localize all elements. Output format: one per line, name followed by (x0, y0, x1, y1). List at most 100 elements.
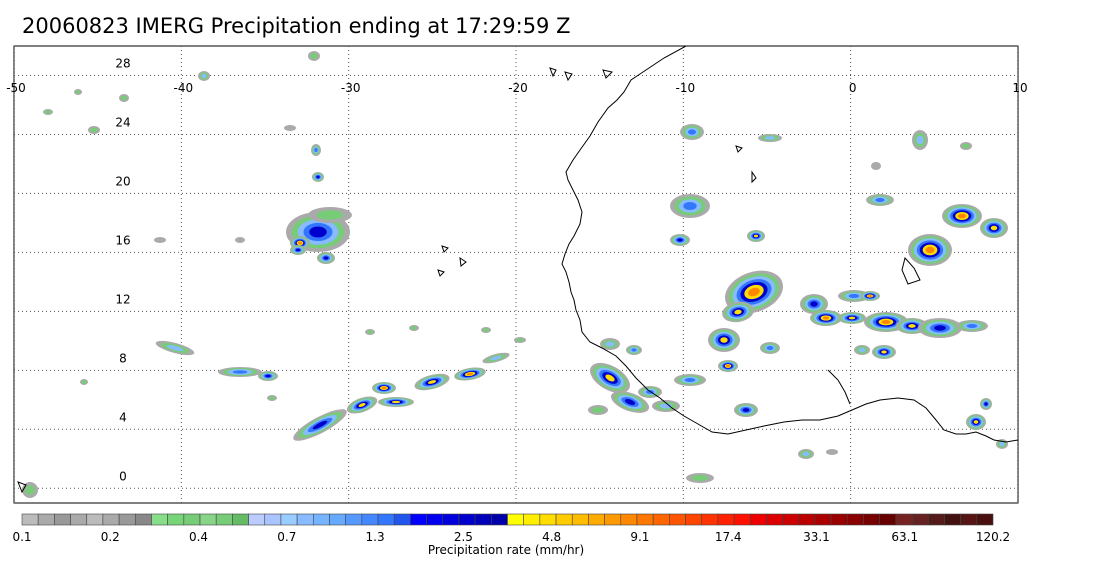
colorbar-swatch (749, 513, 767, 526)
precip-cell (826, 449, 838, 455)
colorbar-swatch (539, 513, 557, 526)
colorbar-swatch (620, 513, 638, 526)
precip-cell (956, 320, 988, 332)
colorbar-swatch (426, 513, 444, 526)
colorbar-swatch (960, 513, 978, 526)
gulf-inlet (827, 369, 851, 405)
precip-cell (908, 234, 952, 266)
precip-cell (872, 345, 896, 359)
colorbar-swatch (944, 513, 961, 526)
colorbar-swatch (442, 513, 460, 526)
precip-cell (758, 134, 782, 142)
colorbar-swatch (54, 513, 71, 526)
precip-cell (119, 94, 129, 102)
colorbar-swatch (151, 513, 168, 526)
precip-cell (372, 382, 396, 394)
precip-cell (198, 71, 210, 81)
colorbar-tick-label: 0.1 (12, 530, 31, 544)
precip-cell (290, 245, 306, 255)
colorbar-swatch (863, 513, 881, 526)
precip-cell (980, 218, 1008, 238)
colorbar-tick-label: 120.2 (976, 530, 1010, 544)
precip-cell (626, 345, 642, 355)
colorbar-swatch (523, 513, 541, 526)
colorbar-swatch (199, 513, 217, 526)
precip-cell (670, 194, 710, 218)
precip-cell (80, 379, 88, 385)
island-a (549, 67, 557, 78)
colorbar-swatch (410, 513, 427, 526)
colorbar-tick-label: 9.1 (630, 530, 649, 544)
precip-cell (674, 374, 706, 386)
colorbar-swatch (232, 513, 249, 526)
precip-cell (482, 352, 510, 364)
map-title: 20060823 IMERG Precipitation ending at 1… (22, 14, 571, 38)
precip-cell (346, 396, 378, 414)
precip-cell (365, 329, 375, 335)
colorbar-swatch (86, 513, 104, 526)
colorbar-swatch (571, 513, 589, 526)
precip-cell (588, 405, 608, 415)
precip-cell (155, 340, 195, 356)
precip-cell (409, 325, 419, 331)
colorbar-label: Precipitation rate (mm/hr) (428, 543, 584, 557)
colorbar-swatch (911, 513, 929, 526)
colorbar-swatch (798, 513, 816, 526)
colorbar-swatch (588, 513, 605, 526)
west-africa-coastline (561, 46, 1018, 443)
colorbar-swatch (296, 513, 314, 526)
colorbar-swatch (280, 513, 298, 526)
precip-cell (414, 373, 450, 391)
precip-cell (912, 130, 928, 150)
colorbar-swatch (555, 513, 573, 526)
colorbar-tick-label: 0.2 (101, 530, 120, 544)
colorbar-swatch (134, 513, 152, 526)
colorbar-swatch (264, 513, 282, 526)
colorbar-swatch (507, 513, 524, 526)
precip-cell (708, 328, 740, 352)
colorbar-swatches (21, 513, 994, 526)
colorbar-swatch (717, 513, 735, 526)
precip-cell (293, 409, 347, 441)
precip-cell (966, 414, 986, 430)
precip-cell (258, 371, 278, 381)
colorbar-tick-label: 0.7 (277, 530, 296, 544)
graticule (14, 46, 1018, 503)
precip-cell (312, 172, 324, 182)
lon-label: -50 (6, 81, 26, 95)
colorbar-swatch (733, 513, 751, 526)
precip-cell (960, 142, 972, 150)
colorbar-swatch (474, 513, 492, 526)
precip-cell (760, 342, 780, 354)
colorbar-swatch (927, 513, 945, 526)
island-g (17, 481, 27, 494)
precipitation-field (22, 51, 1008, 498)
precip-cell (43, 109, 53, 115)
colorbar-swatch (215, 513, 233, 526)
island-f (437, 269, 445, 277)
precip-cell (610, 391, 650, 413)
lat-label: 24 (115, 115, 130, 129)
precip-cell (942, 204, 982, 228)
precip-cell (235, 237, 245, 243)
colorbar-swatch (701, 513, 719, 526)
colorbar-swatch (377, 513, 395, 526)
precip-cell (838, 312, 866, 324)
colorbar-swatch (847, 513, 864, 526)
precip-cell (311, 144, 321, 156)
colorbar-tick-label: 33.1 (803, 530, 830, 544)
precip-cell (600, 338, 620, 350)
precip-cell (154, 237, 166, 243)
colorbar-tick-label: 1.3 (366, 530, 385, 544)
precip-cell (854, 345, 870, 355)
colorbar-swatch (361, 513, 379, 526)
colorbar-swatch (604, 513, 622, 526)
colorbar-swatch (652, 513, 670, 526)
precip-cell (980, 398, 992, 410)
island-i (735, 145, 743, 153)
precip-cell (308, 207, 352, 223)
colorbar-swatch (491, 513, 508, 526)
precip-cell (680, 124, 704, 140)
colorbar-swatch (830, 513, 848, 526)
